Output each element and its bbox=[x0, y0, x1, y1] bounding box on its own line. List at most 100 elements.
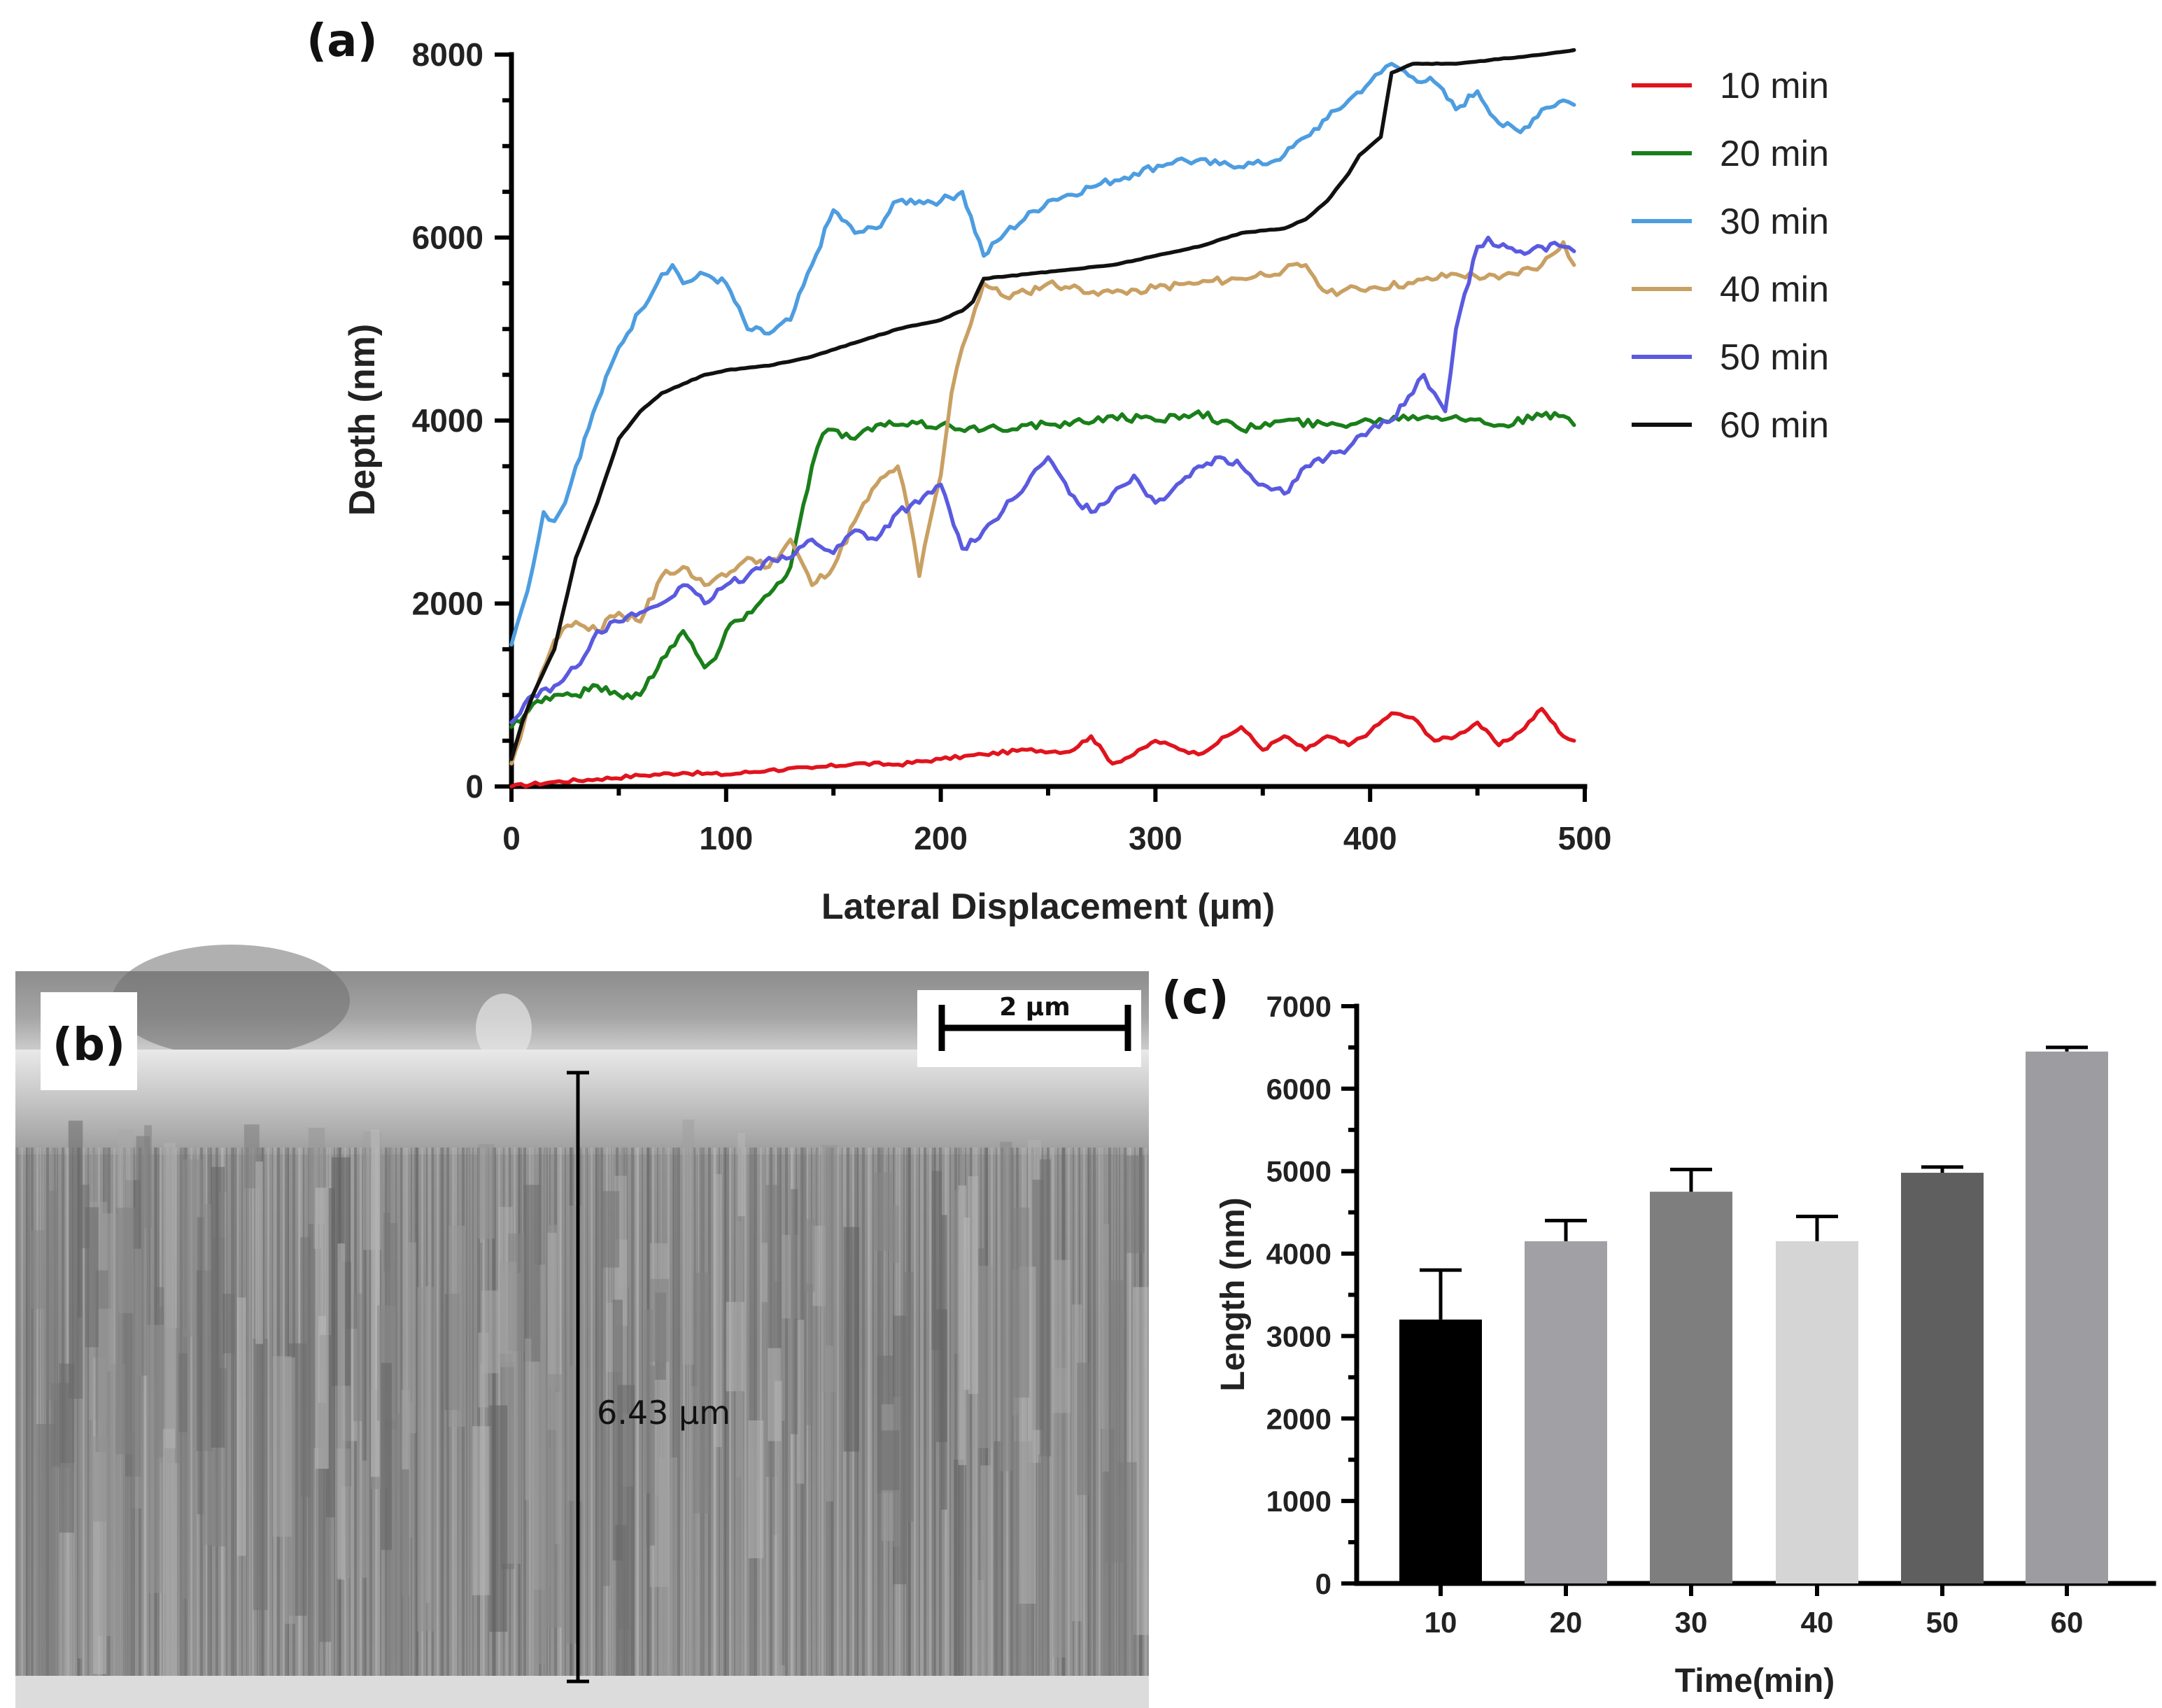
sem-tube-bundle bbox=[953, 1190, 961, 1354]
chart-a-x-tick-label: 300 bbox=[1129, 820, 1182, 856]
sem-tube-bundle bbox=[880, 1430, 900, 1490]
sem-particle bbox=[476, 994, 532, 1064]
sem-tube-bundle bbox=[1133, 1287, 1149, 1635]
sem-tube-bundle bbox=[182, 1329, 190, 1599]
thickness-measurement: 6.43 µm bbox=[567, 1071, 730, 1684]
legend-label: 50 min bbox=[1720, 337, 1829, 378]
sem-tube-bundle bbox=[90, 1436, 108, 1522]
sem-tube-bundle bbox=[30, 1230, 45, 1309]
chart-a-x-tick-label: 500 bbox=[1558, 820, 1612, 856]
sem-tube-bundle bbox=[1102, 1224, 1109, 1472]
chart-a-x-label: Lateral Displacement (µm) bbox=[821, 887, 1275, 927]
sem-tube-bundle bbox=[768, 1348, 782, 1441]
chart-a-y-tick-label: 6000 bbox=[412, 220, 483, 256]
chart-c-x-tick-label: 30 bbox=[1675, 1606, 1708, 1639]
sem-tube-bundle bbox=[612, 1299, 623, 1561]
sem-tube-bundle bbox=[737, 1133, 745, 1217]
chart-c-bar bbox=[1650, 1192, 1732, 1583]
sem-tube-bundle bbox=[567, 1206, 584, 1501]
sem-tube-bundle bbox=[126, 1432, 135, 1676]
sem-tube-bundle bbox=[1000, 1141, 1012, 1471]
chart-c-y-tick-label: 3000 bbox=[1266, 1320, 1331, 1353]
sem-tube-bundle bbox=[1052, 1259, 1071, 1413]
sem-tube-bundle bbox=[693, 1272, 710, 1513]
sem-tube-bundle bbox=[202, 1204, 214, 1545]
sem-tube-bundle bbox=[954, 1460, 964, 1676]
sem-tube-bundle bbox=[36, 1424, 55, 1676]
panel-c: (c) 0 1000 2000 3000 4000 5000 6000 7000 10 20 30 4… bbox=[1161, 973, 2156, 1700]
sem-tube-bundle bbox=[791, 1189, 798, 1434]
sem-tube-bundle bbox=[53, 1466, 59, 1676]
legend-label: 60 min bbox=[1720, 405, 1829, 446]
chart-a-series-line bbox=[509, 707, 1576, 789]
chart-c-x-tick-label: 60 bbox=[2051, 1606, 2084, 1639]
sem-tube-bundle bbox=[958, 1185, 967, 1465]
chart-a-x-tick-label: 100 bbox=[699, 820, 753, 856]
sem-tube-bundle bbox=[963, 1218, 970, 1390]
legend-label: 30 min bbox=[1720, 202, 1829, 242]
sem-tube-bundle bbox=[994, 1441, 1003, 1676]
sem-tube-bundle bbox=[178, 1353, 188, 1432]
chart-c-y-tick-label: 2000 bbox=[1266, 1402, 1331, 1435]
chart-c-bar bbox=[1901, 1173, 1984, 1583]
panel-label-a: (a) bbox=[306, 15, 378, 67]
sem-tube-bundle bbox=[821, 1145, 838, 1392]
sem-tube-bundle bbox=[619, 1413, 633, 1487]
sem-tube-bundle bbox=[300, 1237, 311, 1497]
sem-tube-bundle bbox=[162, 1429, 176, 1676]
chart-c-x-tick-label: 40 bbox=[1801, 1606, 1834, 1639]
sem-tube-bundle bbox=[400, 1469, 409, 1676]
sem-tube-bundle bbox=[968, 1176, 979, 1395]
chart-a-series-line bbox=[509, 409, 1576, 729]
chart-a-y-tick-label: 4000 bbox=[412, 402, 483, 439]
chart-a-y-tick-label: 2000 bbox=[412, 586, 483, 622]
sem-tube-bundle bbox=[872, 1172, 892, 1251]
scale-bar: 2 µm bbox=[917, 990, 1141, 1067]
sem-tube-bundle bbox=[360, 1460, 367, 1578]
chart-c-tick-labels: 0 1000 2000 3000 4000 5000 6000 7000 10 20 30 40 50 6… bbox=[1266, 990, 2084, 1639]
sem-image bbox=[15, 945, 1149, 1708]
sem-tube-bundle bbox=[940, 1215, 947, 1510]
chart-a-x-tick-label: 200 bbox=[914, 820, 968, 856]
sem-tube-bundle bbox=[796, 1320, 805, 1484]
chart-c-bar bbox=[2026, 1051, 2108, 1583]
sem-tube-bundle bbox=[211, 1166, 225, 1448]
sem-tube-bundle bbox=[538, 1341, 546, 1665]
chart-a-series-line bbox=[509, 48, 1576, 761]
chart-c-bar bbox=[1776, 1241, 1858, 1583]
sem-tube-bundle bbox=[736, 1221, 742, 1477]
sem-tube-bundle bbox=[68, 1120, 83, 1399]
sem-tube-bundle bbox=[931, 1171, 942, 1350]
sem-tube-bundle bbox=[1126, 1155, 1145, 1253]
chart-c-bar bbox=[1399, 1319, 1482, 1583]
chart-a-series-line bbox=[509, 62, 1576, 647]
chart-c-y-tick-label: 7000 bbox=[1266, 990, 1331, 1023]
sem-tube-bundle bbox=[904, 1272, 914, 1522]
sem-tube-bundle bbox=[144, 1125, 152, 1228]
sem-tube-bundle bbox=[649, 1278, 670, 1362]
chart-c-y-tick-label: 5000 bbox=[1266, 1155, 1331, 1188]
sem-tube-bundle bbox=[748, 1420, 764, 1558]
chart-c-bar bbox=[1525, 1241, 1607, 1583]
legend-label: 40 min bbox=[1720, 269, 1829, 310]
sem-tube-bundle bbox=[804, 1219, 815, 1292]
sem-tube-bundle bbox=[478, 1144, 495, 1239]
sem-tube-bundle bbox=[272, 1356, 292, 1537]
chart-c-x-tick-label: 50 bbox=[1926, 1606, 1959, 1639]
sem-tube-bundle bbox=[381, 1362, 392, 1551]
sem-tube-bundle bbox=[407, 1242, 416, 1434]
sem-tube-bundle bbox=[825, 1346, 834, 1502]
sem-tube-bundle bbox=[45, 1190, 58, 1401]
sem-tube-bundle bbox=[315, 1187, 329, 1469]
measurement-label: 6.43 µm bbox=[597, 1394, 730, 1432]
sem-tube-bundle bbox=[1052, 1368, 1068, 1658]
chart-c-x-tick-label: 10 bbox=[1425, 1606, 1457, 1639]
legend-label: 10 min bbox=[1720, 66, 1829, 106]
chart-a-tick-labels: 0 100 200 300 400 500 0 2000 4000 6000 8000 bbox=[412, 36, 1612, 856]
sem-tube-bundle bbox=[682, 1120, 695, 1365]
chart-c-x-tick-label: 20 bbox=[1550, 1606, 1583, 1639]
sem-tube-bundle bbox=[253, 1339, 268, 1610]
chart-c-x-label: Time(min) bbox=[1675, 1663, 1835, 1700]
sem-tube-bundle bbox=[383, 1213, 390, 1271]
sem-tube-bundle bbox=[890, 1206, 899, 1263]
